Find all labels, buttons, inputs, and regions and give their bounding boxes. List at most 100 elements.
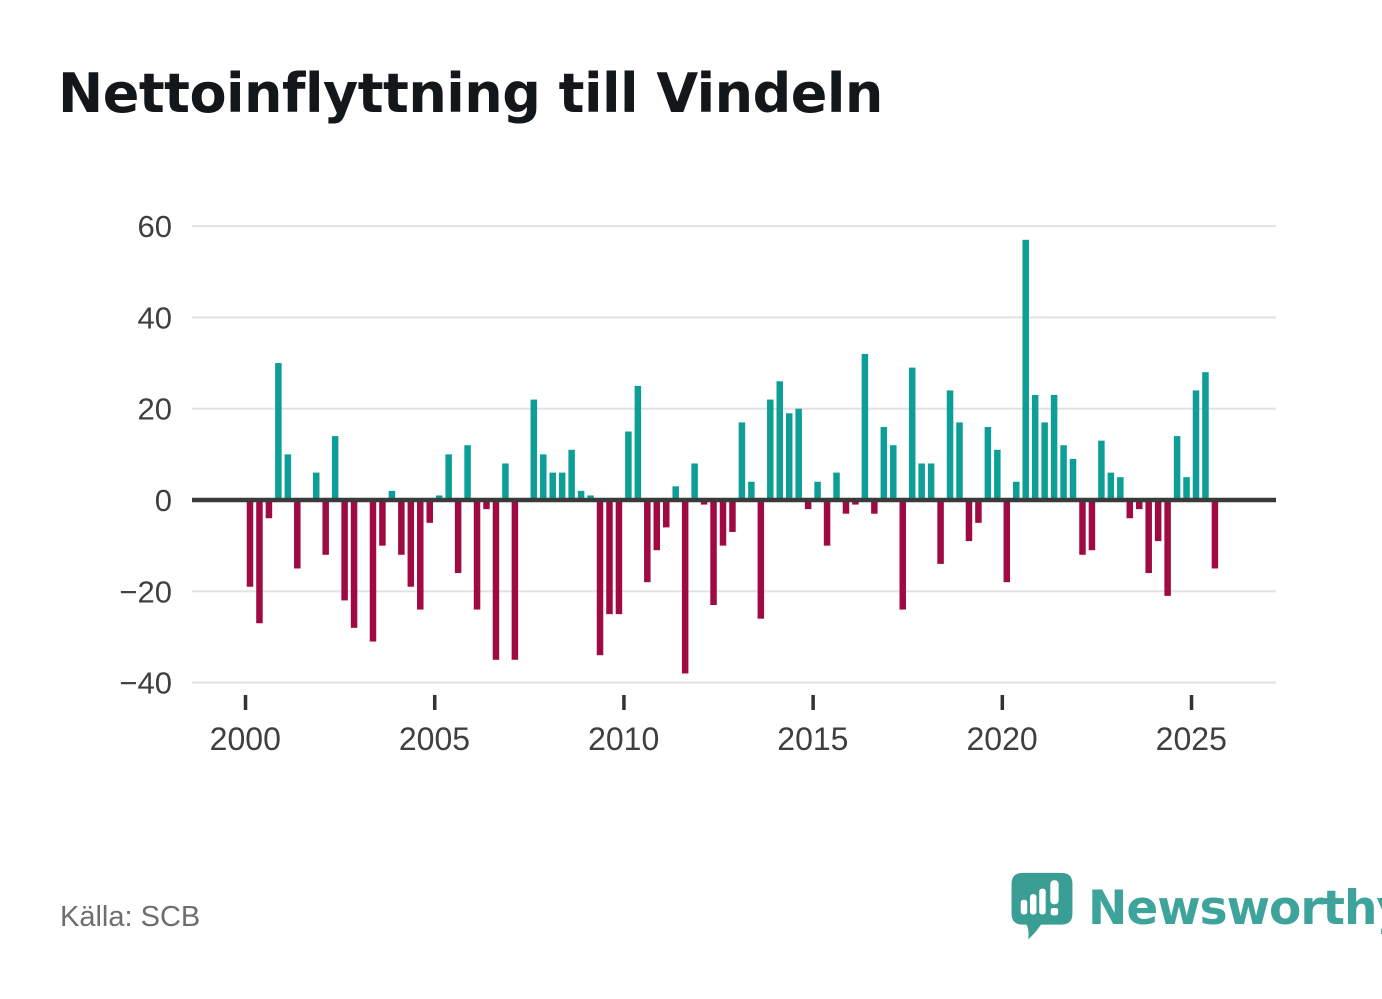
bar-positive xyxy=(984,426,992,500)
bar-positive xyxy=(502,463,509,500)
bar-positive xyxy=(1183,477,1190,500)
bar-positive xyxy=(331,436,339,500)
bar-positive xyxy=(1041,422,1048,500)
bar-negative xyxy=(265,500,273,519)
bar-negative xyxy=(596,500,604,656)
bar-negative xyxy=(606,500,613,615)
newsworthy-logo-text: Newsworthy xyxy=(1088,880,1382,936)
gridline xyxy=(192,225,1276,228)
bar-negative xyxy=(1145,500,1152,574)
bar-negative xyxy=(256,500,263,624)
bar-positive xyxy=(1013,481,1020,500)
bar-negative xyxy=(341,500,348,601)
bar-positive xyxy=(795,408,802,500)
bar-negative xyxy=(1079,500,1086,555)
bar-negative xyxy=(653,500,661,551)
x-tick-label: 2015 xyxy=(777,721,848,757)
x-tick xyxy=(622,695,626,710)
bar-positive xyxy=(530,399,538,500)
newsworthy-logo-icon xyxy=(1011,872,1073,940)
logo-bar-3 xyxy=(1039,888,1046,915)
bar-negative xyxy=(937,500,944,564)
bar-positive xyxy=(1098,440,1105,500)
bar-positive xyxy=(1192,390,1200,500)
bar-negative xyxy=(615,500,623,615)
y-tick-label: 60 xyxy=(138,209,172,244)
zero-line xyxy=(192,497,1276,503)
y-tick-label: 20 xyxy=(138,392,172,427)
bar-negative xyxy=(644,500,651,583)
bar-positive xyxy=(767,399,774,500)
bar-negative xyxy=(871,500,878,514)
bar-positive xyxy=(577,490,585,500)
bar-negative xyxy=(1088,500,1096,551)
bar-negative xyxy=(473,500,481,610)
bar-positive xyxy=(908,367,916,500)
bar-negative xyxy=(757,500,765,619)
x-tick xyxy=(432,695,437,710)
x-tick-label: 2010 xyxy=(588,721,659,757)
bar-negative xyxy=(246,500,254,587)
x-tick xyxy=(811,695,815,710)
bar-positive xyxy=(994,449,1001,500)
bar-positive xyxy=(549,472,556,500)
bar-positive xyxy=(890,445,897,500)
bar-positive xyxy=(284,454,292,500)
bar-positive xyxy=(1022,239,1029,501)
x-tick xyxy=(1189,695,1194,710)
logo-exclamation-bar xyxy=(1050,880,1059,905)
bar-positive xyxy=(587,495,594,500)
bar-positive xyxy=(691,463,698,500)
bar-negative xyxy=(681,500,689,674)
bar-negative xyxy=(483,500,490,510)
logo-exclamation-dot xyxy=(1050,908,1059,916)
bar-negative xyxy=(511,500,519,660)
bar-positive xyxy=(956,422,963,500)
bar-positive xyxy=(776,381,784,500)
bar-negative xyxy=(1164,500,1171,596)
bar-negative xyxy=(1126,500,1134,519)
bar-positive xyxy=(445,454,452,500)
bar-positive xyxy=(833,472,840,500)
bar-positive xyxy=(312,472,320,500)
bar-positive xyxy=(814,481,821,500)
bar-negative xyxy=(369,500,377,642)
gridline xyxy=(192,590,1276,593)
bar-negative xyxy=(294,500,301,569)
gridline xyxy=(192,407,1276,410)
bar-negative xyxy=(842,500,850,514)
bar-positive xyxy=(634,385,642,500)
bar-positive xyxy=(1069,458,1077,500)
bar-positive xyxy=(672,486,679,500)
x-tick xyxy=(243,695,248,710)
source-caption: Källa: SCB xyxy=(60,901,201,933)
logo-bar-2 xyxy=(1030,894,1037,915)
gridline xyxy=(192,316,1276,319)
bar-negative xyxy=(379,500,386,546)
newsworthy-logo: Newsworthy xyxy=(1010,872,1382,944)
bar-negative xyxy=(426,500,433,523)
y-tick-label: 0 xyxy=(155,483,172,518)
y-tick-label: −40 xyxy=(119,666,172,701)
x-tick-label: 2020 xyxy=(966,721,1037,757)
bar-negative xyxy=(1135,500,1143,510)
bar-negative xyxy=(662,500,670,528)
bar-negative xyxy=(454,500,462,574)
y-tick-label: 40 xyxy=(138,300,172,335)
bar-negative xyxy=(975,500,982,523)
bar-negative xyxy=(350,500,358,628)
bar-positive xyxy=(918,463,925,500)
bar-positive xyxy=(785,413,793,500)
bar-negative xyxy=(417,500,424,610)
bar-negative xyxy=(492,500,500,660)
bar-positive xyxy=(464,445,471,500)
bar-positive xyxy=(1117,477,1124,500)
gridline xyxy=(192,681,1276,684)
bar-positive xyxy=(1173,436,1181,500)
bar-negative xyxy=(1003,500,1011,583)
x-tick-label: 2000 xyxy=(210,721,281,757)
bar-negative xyxy=(852,500,859,505)
x-tick xyxy=(1000,695,1005,710)
bar-negative xyxy=(1211,500,1219,569)
bar-positive xyxy=(738,422,746,500)
